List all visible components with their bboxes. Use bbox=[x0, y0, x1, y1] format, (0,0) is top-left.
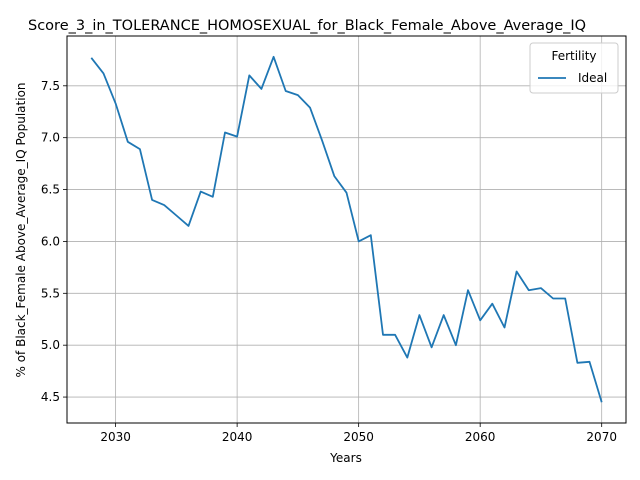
y-tick-label: 6.0 bbox=[41, 234, 60, 248]
x-axis: 2030 2040 2050 2060 2070 bbox=[100, 423, 617, 444]
x-tick-label: 2050 bbox=[343, 430, 374, 444]
series-line-ideal bbox=[90, 55, 603, 403]
legend: Fertility Ideal bbox=[529, 42, 619, 94]
x-tick-label: 2040 bbox=[222, 430, 253, 444]
legend-label-ideal: Ideal bbox=[578, 71, 607, 85]
legend-title: Fertility bbox=[551, 49, 596, 63]
y-tick-label: 7.5 bbox=[41, 79, 60, 93]
x-tick-label: 2030 bbox=[100, 430, 131, 444]
chart-title: Score_3_in_TOLERANCE_HOMOSEXUAL_for_Blac… bbox=[28, 18, 586, 34]
legend-box bbox=[529, 42, 619, 94]
x-tick-label: 2060 bbox=[465, 430, 496, 444]
grid-lines bbox=[67, 36, 626, 423]
plot-frame bbox=[66, 35, 627, 424]
y-tick-label: 7.0 bbox=[41, 131, 60, 145]
x-axis-label: Years bbox=[329, 451, 362, 465]
y-axis-label: % of Black_Female Above_Average_IQ Popul… bbox=[14, 82, 28, 377]
series-layer bbox=[90, 55, 603, 403]
y-tick-label: 6.5 bbox=[41, 183, 60, 197]
y-tick-label: 5.5 bbox=[41, 286, 60, 300]
y-tick-label: 4.5 bbox=[41, 390, 60, 404]
x-tick-label: 2070 bbox=[586, 430, 617, 444]
y-tick-label: 5.0 bbox=[41, 338, 60, 352]
y-axis: 4.5 5.0 5.5 6.0 6.5 7.0 7.5 bbox=[41, 79, 67, 404]
